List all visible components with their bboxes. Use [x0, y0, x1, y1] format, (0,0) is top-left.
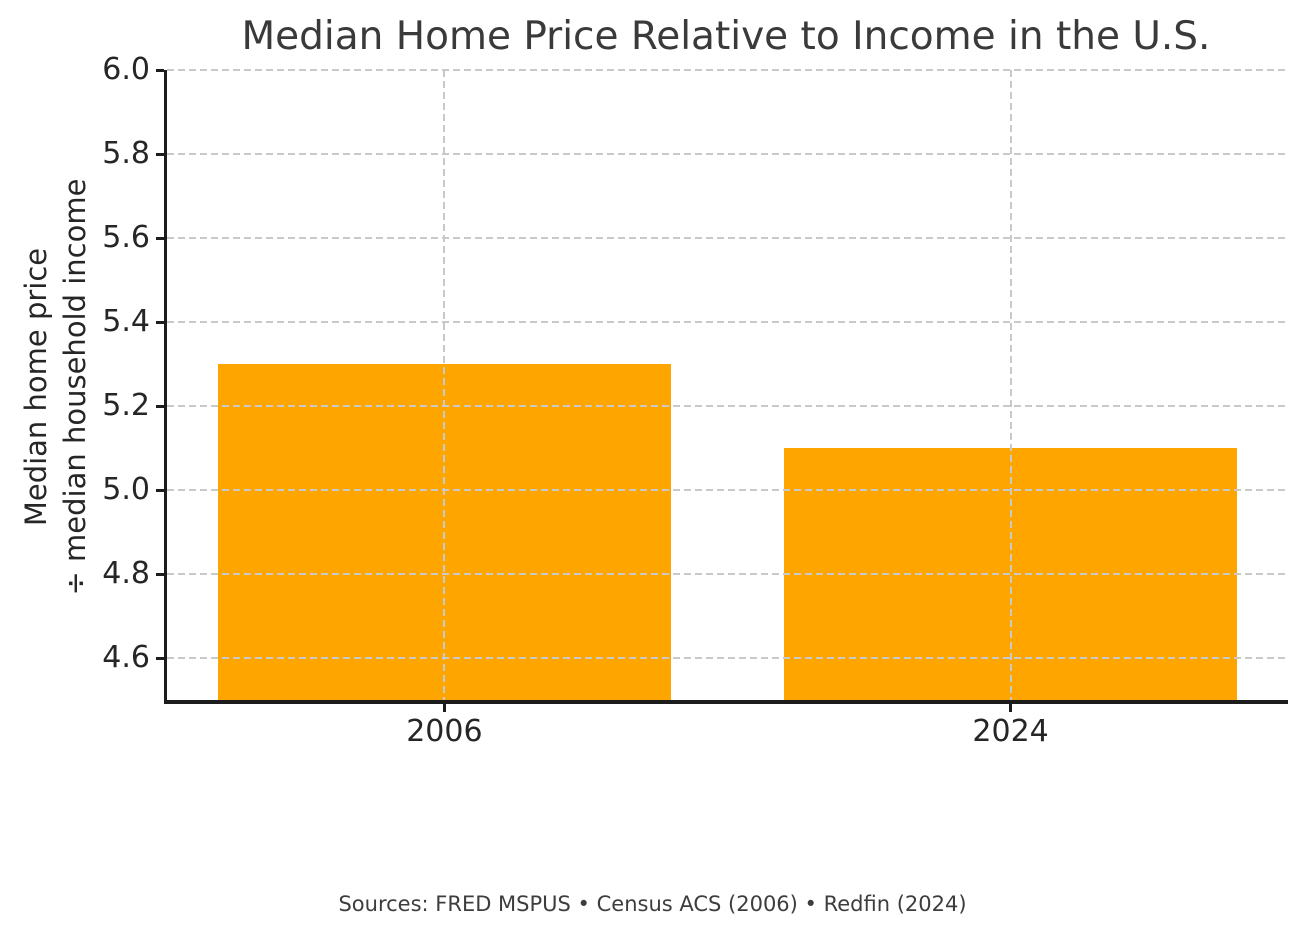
x-tick-mark — [442, 704, 446, 712]
plot-inner — [167, 69, 1288, 700]
y-tick-mark — [156, 320, 164, 324]
chart-title: Median Home Price Relative to Income in … — [241, 14, 1211, 59]
y-tick-mark — [156, 488, 164, 492]
y-tick-mark — [156, 572, 164, 576]
y-tick-mark — [156, 68, 164, 72]
x-tick-label: 2006 — [406, 714, 483, 749]
y-tick-label: 6.0 — [102, 52, 150, 87]
x-tick-mark — [1009, 704, 1013, 712]
plot-area — [164, 69, 1288, 704]
gridline-h — [167, 69, 1288, 71]
y-tick-mark — [156, 656, 164, 660]
y-tick-mark — [156, 404, 164, 408]
gridline-v — [443, 70, 446, 700]
gridline-h — [167, 237, 1288, 239]
gridline-h — [167, 573, 1288, 575]
x-tick-label: 2024 — [972, 714, 1049, 749]
gridline-h — [167, 657, 1288, 659]
source-note: Sources: FRED MSPUS • Census ACS (2006) … — [338, 892, 967, 916]
y-tick-mark — [156, 236, 164, 240]
gridline-h — [167, 489, 1288, 491]
y-tick-label: 5.6 — [102, 220, 150, 255]
y-tick-label: 5.0 — [102, 472, 150, 507]
gridline-h — [167, 321, 1288, 323]
y-tick-label: 4.6 — [102, 640, 150, 675]
y-tick-label: 4.8 — [102, 556, 150, 591]
gridline-h — [167, 405, 1288, 407]
y-tick-label: 5.4 — [102, 304, 150, 339]
y-tick-label: 5.8 — [102, 136, 150, 171]
y-tick-mark — [156, 152, 164, 156]
y-tick-label: 5.2 — [102, 388, 150, 423]
gridline-h — [167, 153, 1288, 155]
gridline-v — [1009, 70, 1012, 700]
